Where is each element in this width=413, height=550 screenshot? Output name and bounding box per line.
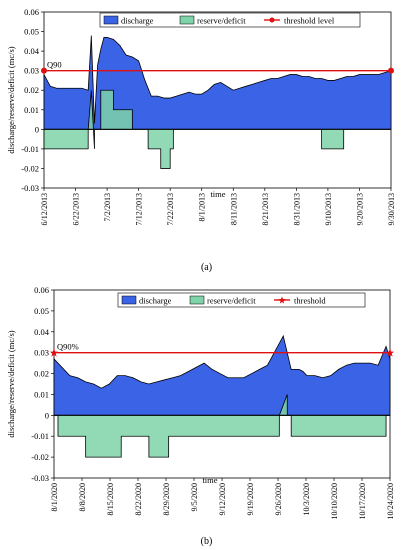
- y-axis-label: discharge/reserve/deficit (mc/s): [6, 330, 16, 437]
- y-tick-label: 0.05: [34, 306, 49, 316]
- x-tick-label: 8/22/2020: [134, 483, 143, 515]
- y-tick-label: 0.05: [24, 27, 39, 37]
- y-tick-label: 0: [35, 124, 39, 134]
- caption-a: (a): [200, 262, 213, 273]
- y-tick-label: -0.03: [31, 473, 49, 483]
- x-tick-label: 6/12/2013: [40, 193, 49, 225]
- y-tick-label: 0.03: [24, 66, 39, 76]
- y-tick-label: 0.04: [24, 46, 40, 56]
- x-tick-label: 8/29/2020: [162, 483, 171, 515]
- x-tick-label: 8/21/2013: [261, 193, 270, 225]
- x-tick-label: 9/10/2013: [324, 193, 333, 225]
- x-tick-label: 8/1/2013: [198, 193, 207, 221]
- chart-a: 0.06 0.05 0.04 0.03 0.02 0.01 0 -0.01 -0.02 -0.03…: [6, 7, 396, 225]
- discharge-area: [53, 334, 391, 416]
- threshold-marker: [386, 348, 394, 357]
- legend-box: [117, 292, 366, 308]
- y-tick-label: -0.02: [21, 163, 39, 173]
- x-tick-label: 8/15/2020: [106, 483, 115, 515]
- legend-label: threshold: [294, 296, 326, 306]
- x-tick-label: 9/5/2020: [190, 483, 199, 511]
- threshold-marker: [388, 67, 394, 74]
- y-tick-label: -0.02: [31, 452, 49, 462]
- legend-box: [99, 12, 361, 28]
- y-tick-label: 0: [45, 410, 49, 420]
- y-tick-label: 0.04: [34, 327, 50, 337]
- x-tick-label: 8/11/2013: [229, 193, 238, 225]
- x-tick-label: 6/22/2013: [72, 193, 81, 225]
- y-tick-label: 0.01: [34, 389, 49, 399]
- y-tick-label: -0.01: [31, 431, 49, 441]
- y-tick-label: 0.06: [34, 285, 49, 295]
- x-tick-label: 7/2/2013: [103, 193, 112, 221]
- x-tick-label: 10/10/2020: [330, 483, 339, 519]
- x-axis-label: time: [210, 189, 225, 199]
- x-tick-label: 8/31/2013: [292, 193, 301, 225]
- x-tick-label: 9/12/2020: [218, 483, 227, 515]
- legend-threshold-marker: [278, 296, 286, 304]
- y-tick-label: 0.02: [34, 369, 49, 379]
- y-tick-label: -0.01: [21, 144, 39, 154]
- legend-label: discharge: [139, 296, 172, 306]
- x-tick-label: 10/17/2020: [358, 483, 367, 519]
- threshold-label: Q90: [47, 60, 62, 70]
- x-tick-label: 10/24/2020: [386, 483, 395, 519]
- x-axis-label: time: [202, 475, 217, 485]
- legend-label: threshold level: [284, 16, 335, 26]
- x-tick-label: 8/1/2020: [50, 483, 59, 511]
- legend-swatch: [189, 295, 205, 305]
- x-tick-label: 9/20/2013: [355, 193, 364, 225]
- y-tick-label: 0.01: [24, 105, 39, 115]
- legend-threshold-marker: [269, 17, 275, 23]
- x-tick-label: 7/22/2013: [166, 193, 175, 225]
- y-tick-label: 0.06: [24, 7, 39, 17]
- reserve-deficit-area: [54, 394, 390, 458]
- y-tick-label: -0.03: [21, 183, 39, 193]
- threshold-label: Q90%: [57, 342, 79, 352]
- y-tick-label: 0.02: [24, 85, 39, 95]
- x-tick-label: 9/26/2020: [274, 483, 283, 515]
- legend-swatch: [103, 15, 119, 25]
- x-tick-label: 9/19/2020: [246, 483, 255, 515]
- threshold-marker: [41, 67, 47, 74]
- threshold-marker: [50, 348, 58, 357]
- legend-swatch: [121, 295, 137, 305]
- legend-label: discharge: [121, 16, 154, 26]
- y-axis-label: discharge/reserve/deficit (mc/s): [6, 46, 16, 153]
- x-tick-label: 7/12/2013: [135, 193, 144, 225]
- discharge-area: [43, 35, 392, 130]
- legend-label: reserve/deficit: [207, 296, 256, 306]
- legend-swatch: [179, 15, 195, 25]
- x-tick-label: 8/8/2020: [78, 483, 87, 511]
- caption-b: (b): [200, 536, 213, 547]
- x-tick-label: 10/3/2020: [302, 483, 311, 515]
- y-tick-label: 0.03: [34, 348, 49, 358]
- legend-label: reserve/deficit: [197, 16, 246, 26]
- x-tick-label: 9/30/2013: [387, 193, 396, 225]
- chart-b: 0.06 0.05 0.04 0.03 0.02 0.01 0 -0.01 -0.02 -0.03…: [6, 285, 395, 519]
